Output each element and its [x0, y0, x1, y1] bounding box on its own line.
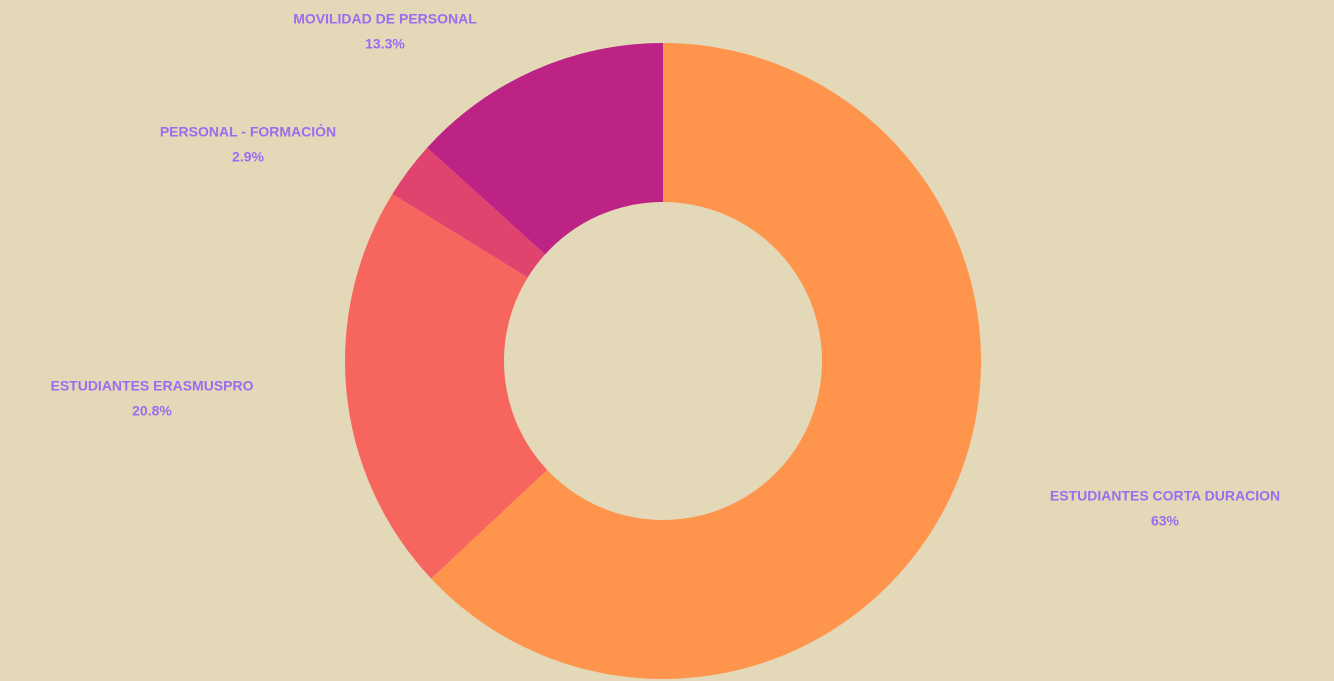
slice-value-label: 13.3% [365, 36, 405, 52]
slice-label: ESTUDIANTES CORTA DURACION [1050, 488, 1280, 504]
donut-slice [392, 147, 546, 278]
donut-slice [427, 43, 663, 255]
slice-label: PERSONAL - FORMACIÓN [160, 123, 336, 140]
slice-value-label: 20.8% [132, 403, 172, 419]
slice-value-label: 2.9% [232, 149, 264, 165]
slice-label: MOVILIDAD DE PERSONAL [293, 11, 477, 27]
donut-slice [344, 193, 548, 579]
slice-value-label: 63% [1151, 513, 1180, 529]
slice-label: ESTUDIANTES ERASMUSPRO [50, 378, 253, 394]
donut-slice [431, 43, 982, 680]
